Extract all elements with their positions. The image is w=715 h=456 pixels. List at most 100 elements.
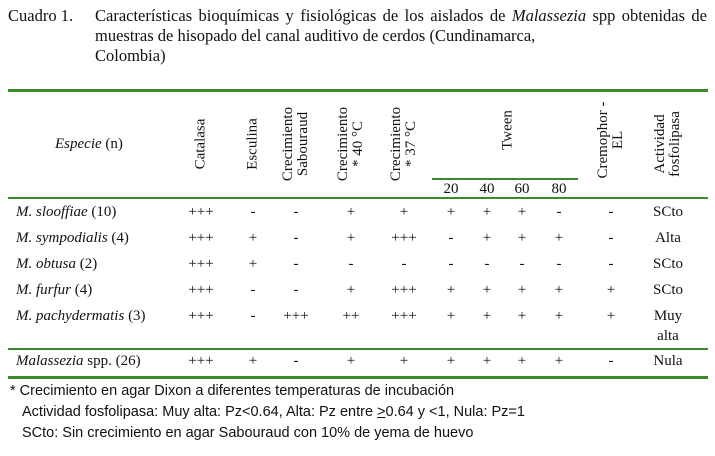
cell-sabouraud: -: [293, 282, 299, 298]
row-species: M. obtusa (2): [16, 256, 98, 272]
cell-sabouraud: -: [293, 230, 299, 246]
row-species: M. slooffiae (10): [16, 204, 117, 220]
cell-sabouraud: -: [293, 353, 299, 369]
cell-cremophor: -: [608, 256, 614, 272]
cell-fosfo: SCto: [652, 256, 684, 272]
cell-esculina: +: [248, 353, 258, 369]
cell-sabouraud: +++: [283, 308, 309, 324]
cell-t60: +: [517, 282, 527, 298]
cell-t40: +: [482, 353, 492, 369]
cell-fosfo: Nula: [653, 353, 683, 369]
cell-t40: +: [482, 282, 492, 298]
cell-c37: +++: [391, 282, 417, 298]
caption-text: Características bioquímicas y fisiológic…: [95, 6, 707, 46]
header-crecimiento-37: Crecimiento * 37 °C: [388, 106, 419, 182]
cell-t80: -: [556, 256, 562, 272]
cell-esculina: +: [248, 256, 258, 272]
cell-c37: +++: [391, 308, 417, 324]
row-species: Malassezia spp. (26): [16, 353, 141, 369]
cell-fosfo: SCto: [652, 282, 684, 298]
row-species: M. furfur (4): [16, 282, 93, 298]
cell-esculina: -: [250, 204, 256, 220]
cell-t40: +: [482, 204, 492, 220]
cell-fosfo: Muy: [653, 308, 683, 324]
cell-catalasa: +++: [188, 308, 214, 324]
header-cremophor: Cremophor - EL: [595, 101, 626, 179]
cell-t80: -: [556, 204, 562, 220]
cell-t60: +: [517, 204, 527, 220]
tween-sub-rule: [432, 178, 578, 180]
cell-sabouraud: -: [293, 256, 299, 272]
table-top-rule: [8, 89, 708, 92]
cell-t60: -: [519, 256, 525, 272]
header-esculina: Esculina: [244, 118, 261, 170]
cell-catalasa: +++: [188, 230, 214, 246]
cell-c37: +++: [391, 230, 417, 246]
cell-c40: +: [346, 204, 356, 220]
note-fosfolipasa: Actividad fosfolipasa: Muy alta: Pz<0.64…: [22, 404, 525, 420]
note-temperature: * Crecimiento en agar Dixon a diferentes…: [10, 383, 455, 399]
cell-catalasa: +++: [188, 256, 214, 272]
table-bottom-rule: [8, 376, 708, 379]
tween-20: 20: [443, 181, 459, 197]
caption-text-b: spp obtenidas de muestras de hisopado de…: [95, 6, 707, 45]
cell-catalasa: +++: [188, 204, 214, 220]
note-scto: SCto: Sin crecimiento en agar Sabouraud …: [22, 425, 474, 441]
header-sabouraud: Crecimiento Sabouraud: [280, 106, 311, 182]
cell-c40: -: [348, 256, 354, 272]
cell-c40: +: [346, 282, 356, 298]
cell-fosfo: SCto: [652, 204, 684, 220]
cell-c40: ++: [342, 308, 360, 324]
cell-cremophor: +: [606, 308, 616, 324]
cell-esculina: +: [248, 230, 258, 246]
cell-catalasa: +++: [188, 282, 214, 298]
cell-t60: +: [517, 353, 527, 369]
header-fosfolipasa: Actividad fosfolipasa: [652, 111, 683, 177]
cell-c37: +: [399, 353, 409, 369]
last-row-rule: [8, 348, 708, 350]
tween-60: 60: [514, 181, 530, 197]
cell-t20: -: [448, 230, 454, 246]
cell-cremophor: -: [608, 353, 614, 369]
cell-sabouraud: -: [293, 204, 299, 220]
cell-cremophor: -: [608, 230, 614, 246]
cell-esculina: -: [250, 308, 256, 324]
header-especie: Especie (n): [55, 136, 123, 152]
cell-c37: -: [401, 256, 407, 272]
cell-t20: +: [446, 353, 456, 369]
cell-c40: +: [346, 353, 356, 369]
cell-t20: +: [446, 204, 456, 220]
caption-label: Cuadro 1.: [8, 6, 74, 25]
cell-t40: +: [482, 230, 492, 246]
cell-c40: +: [346, 230, 356, 246]
header-crecimiento-40: Crecimiento * 40 °C: [335, 106, 366, 182]
header-catalasa: Catalasa: [192, 118, 209, 170]
cell-t80: +: [554, 230, 564, 246]
cell-t60: +: [517, 230, 527, 246]
tween-40: 40: [479, 181, 495, 197]
cell-fosfo: Alta: [655, 230, 681, 246]
cell-t20: +: [446, 282, 456, 298]
row-species: M. sympodialis (4): [16, 230, 129, 246]
cell-t60: +: [517, 308, 527, 324]
cell-catalasa: +++: [188, 353, 214, 369]
cell-t80: +: [554, 353, 564, 369]
caption-line3: Colombia): [95, 46, 166, 65]
cell-t40: +: [482, 308, 492, 324]
cell-esculina: -: [250, 282, 256, 298]
caption-genus: Malassezia: [511, 6, 587, 25]
cell-t20: -: [448, 256, 454, 272]
cell-fosfo-line2: alta: [657, 328, 679, 344]
cell-t80: +: [554, 282, 564, 298]
cell-c37: +: [399, 204, 409, 220]
tween-80: 80: [551, 181, 567, 197]
cell-t80: +: [554, 308, 564, 324]
cell-cremophor: -: [608, 204, 614, 220]
cell-t40: -: [484, 256, 490, 272]
header-tween: Tween: [499, 110, 516, 150]
cell-cremophor: +: [606, 282, 616, 298]
row-species: M. pachydermatis (3): [16, 308, 146, 324]
header-bottom-rule: [8, 197, 708, 199]
cell-t20: +: [446, 308, 456, 324]
caption-text-a: Características bioquímicas y fisiológic…: [95, 6, 512, 25]
